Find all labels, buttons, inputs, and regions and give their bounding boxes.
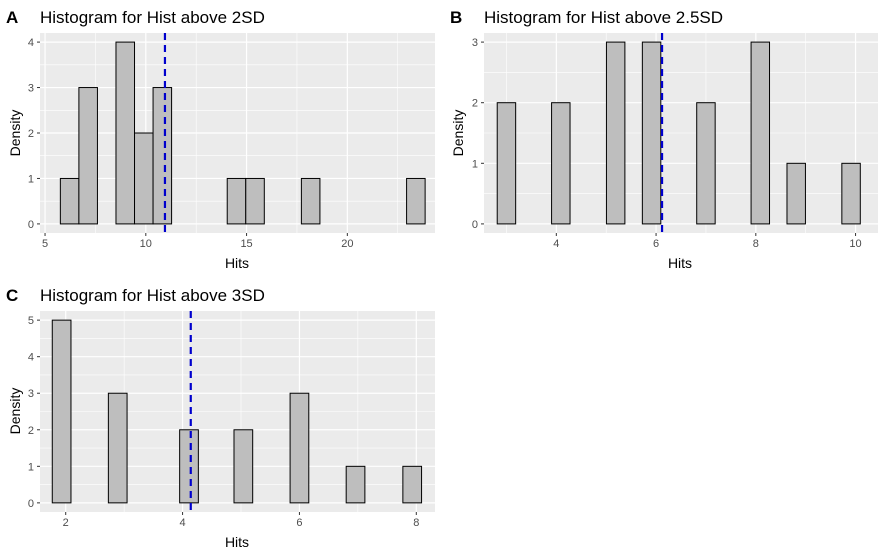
histogram-bar <box>345 465 366 504</box>
panel-c-title: Histogram for Hist above 3SD <box>40 286 265 305</box>
x-tick-label: 15 <box>240 238 252 250</box>
histogram-bar <box>641 41 662 225</box>
histogram-bar <box>51 319 72 504</box>
histogram-bar <box>226 177 247 225</box>
panel-a-bars <box>59 41 426 225</box>
panel-c-xlabel: Hits <box>225 534 249 550</box>
histogram-bar <box>786 162 806 225</box>
panel-b-ylabel: Density <box>450 110 466 157</box>
y-tick-label: 0 <box>28 498 34 510</box>
panel-c-bars <box>51 319 423 504</box>
panel-c-ylabel: Density <box>7 388 23 435</box>
histogram-bar <box>245 177 265 225</box>
histogram-bar <box>115 41 136 225</box>
histogram-bar <box>402 465 423 504</box>
histogram-bar <box>841 162 861 225</box>
panel-b-axes: 4 6 8 10 0 1 2 3 <box>472 37 862 250</box>
histogram-bar <box>696 102 716 225</box>
y-tick-label: 1 <box>472 158 478 170</box>
y-tick-label: 4 <box>28 352 34 364</box>
x-tick-label: 10 <box>849 238 861 250</box>
y-tick-label: 0 <box>28 219 34 231</box>
x-tick-label: 8 <box>753 238 759 250</box>
y-tick-label: 2 <box>28 128 34 140</box>
panel-c-axes: 2 4 6 8 0 1 2 3 4 5 <box>28 315 419 529</box>
y-tick-label: 5 <box>28 315 34 327</box>
panel-a-plot: 5 10 15 20 0 1 2 3 4 <box>28 33 435 250</box>
histogram-bar <box>605 41 626 225</box>
panel-b-tag: B <box>450 8 462 27</box>
panel-a-axes: 5 10 15 20 0 1 2 3 4 <box>28 37 354 250</box>
panel-a-ylabel: Density <box>7 110 23 157</box>
y-tick-label: 0 <box>472 219 478 231</box>
histogram-bar <box>233 429 254 504</box>
panel-a-xlabel: Hits <box>225 255 249 271</box>
panel-b-xlabel: Hits <box>668 255 692 271</box>
x-tick-label: 6 <box>296 517 302 529</box>
y-tick-label: 1 <box>28 461 34 473</box>
histogram-bar <box>78 87 98 225</box>
histogram-bar <box>496 102 517 225</box>
panel-b-plot: 4 6 8 10 0 1 2 3 <box>472 33 878 250</box>
panel-b-title: Histogram for Hist above 2.5SD <box>484 8 723 27</box>
x-tick-label: 4 <box>553 238 559 250</box>
y-tick-label: 2 <box>28 425 34 437</box>
y-tick-label: 3 <box>472 37 478 49</box>
panel-b-bars <box>496 41 861 225</box>
panel-b: 4 6 8 10 0 1 2 3 B Histogram for Hist above 2.5… <box>450 8 878 271</box>
x-tick-label: 20 <box>341 238 353 250</box>
panel-c-plot: 2 4 6 8 0 1 2 3 4 5 <box>28 311 435 529</box>
panel-a-tag: A <box>6 8 18 27</box>
x-tick-label: 6 <box>653 238 659 250</box>
panel-a-title: Histogram for Hist above 2SD <box>40 8 265 27</box>
y-tick-label: 4 <box>28 37 34 49</box>
panel-a: 5 10 15 20 0 1 2 3 4 A Histogram for Hist above … <box>6 8 435 271</box>
y-tick-label: 2 <box>472 98 478 110</box>
histogram-bar <box>289 392 310 504</box>
x-tick-label: 5 <box>42 238 48 250</box>
histogram-bar <box>551 102 571 225</box>
y-tick-label: 1 <box>28 173 34 185</box>
histogram-bar <box>107 392 128 504</box>
x-tick-label: 4 <box>180 517 186 529</box>
histogram-bar <box>152 87 173 225</box>
y-tick-label: 3 <box>28 83 34 95</box>
y-tick-label: 3 <box>28 388 34 400</box>
histogram-bar <box>300 177 321 225</box>
panel-c: 2 4 6 8 0 1 2 3 4 5 C Histogram for Hist above 3S… <box>6 286 435 550</box>
histogram-bar <box>179 429 199 504</box>
histogram-bar <box>750 41 771 225</box>
x-tick-label: 8 <box>413 517 419 529</box>
x-tick-label: 10 <box>140 238 152 250</box>
panel-c-tag: C <box>6 286 18 305</box>
x-tick-label: 2 <box>63 517 69 529</box>
histogram-bar <box>59 177 80 225</box>
histogram-bar <box>134 132 154 225</box>
histogram-bar <box>406 177 426 225</box>
